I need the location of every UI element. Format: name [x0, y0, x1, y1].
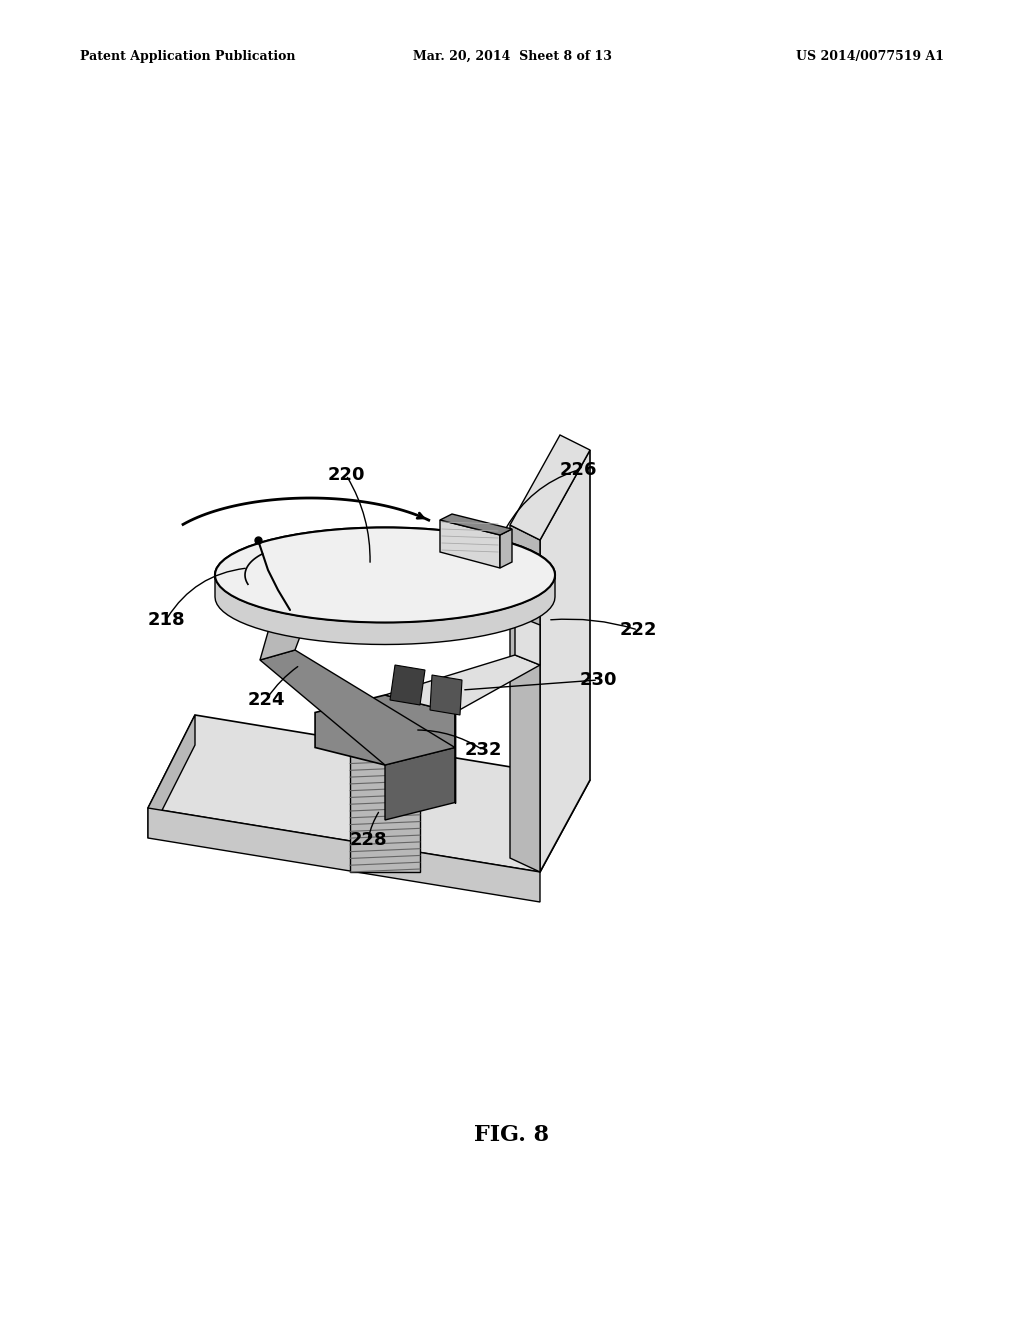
Polygon shape	[500, 529, 512, 568]
Text: US 2014/0077519 A1: US 2014/0077519 A1	[796, 50, 944, 63]
Polygon shape	[440, 513, 512, 535]
Polygon shape	[385, 655, 540, 713]
Polygon shape	[385, 747, 455, 820]
Text: 230: 230	[580, 671, 617, 689]
Text: 222: 222	[620, 620, 657, 639]
Polygon shape	[510, 525, 540, 873]
Polygon shape	[260, 649, 455, 766]
Polygon shape	[390, 665, 425, 705]
Text: 226: 226	[560, 461, 597, 479]
Text: 228: 228	[350, 832, 388, 849]
Ellipse shape	[350, 743, 420, 756]
Polygon shape	[315, 696, 455, 766]
Polygon shape	[440, 520, 500, 568]
Polygon shape	[148, 715, 590, 873]
Polygon shape	[515, 615, 540, 665]
Polygon shape	[148, 715, 195, 838]
Polygon shape	[350, 750, 420, 873]
Text: 220: 220	[328, 466, 366, 484]
Text: 232: 232	[465, 741, 503, 759]
Polygon shape	[148, 808, 540, 902]
Text: 224: 224	[248, 690, 286, 709]
Text: Patent Application Publication: Patent Application Publication	[80, 50, 296, 63]
Polygon shape	[510, 436, 590, 540]
Ellipse shape	[215, 528, 555, 623]
Polygon shape	[215, 576, 555, 644]
Text: Mar. 20, 2014  Sheet 8 of 13: Mar. 20, 2014 Sheet 8 of 13	[413, 50, 611, 63]
Polygon shape	[430, 675, 462, 715]
Polygon shape	[540, 450, 590, 873]
Text: 218: 218	[148, 611, 185, 630]
Polygon shape	[260, 610, 310, 660]
Text: FIG. 8: FIG. 8	[474, 1125, 550, 1146]
Ellipse shape	[215, 528, 555, 623]
